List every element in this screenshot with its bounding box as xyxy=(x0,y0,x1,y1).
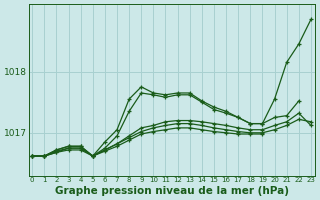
X-axis label: Graphe pression niveau de la mer (hPa): Graphe pression niveau de la mer (hPa) xyxy=(54,186,289,196)
